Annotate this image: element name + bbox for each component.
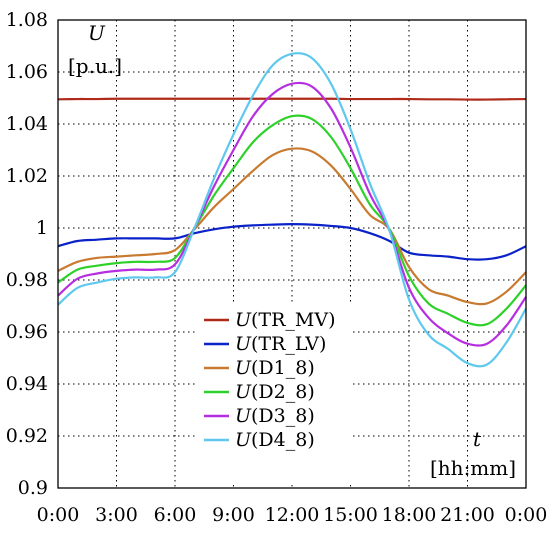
x-axis-label: t: [473, 427, 482, 451]
legend-entry: U(D4_8): [235, 429, 315, 451]
y-tick-label: 0.98: [6, 269, 48, 291]
y-tick-label: 1.04: [6, 113, 48, 135]
y-tick-label: 0.9: [18, 477, 48, 499]
y-axis-label: U: [88, 21, 106, 45]
series-line-tr-mv: [57, 97, 527, 101]
y-tick-label: 0.96: [6, 321, 48, 343]
x-tick-label: 0:00: [505, 504, 548, 526]
series-lines: [57, 52, 527, 368]
series-line-d4-8: [57, 52, 527, 368]
x-tick-label: 12:00: [265, 504, 320, 526]
tick-labels: 0:00 3:00 6:00 9:00 12:00 15:00 18:00 21:00 0:00…: [6, 9, 548, 526]
series-line-d3-8: [57, 81, 527, 347]
y-tick-label: 1.02: [6, 165, 48, 187]
legend-entry: U(D2_8): [235, 381, 315, 403]
legend-entry: U(TR_LV): [235, 333, 326, 355]
legend-entry: U(D1_8): [235, 357, 315, 379]
legend-background: [198, 305, 352, 483]
x-axis-unit: [hh:mm]: [430, 456, 516, 480]
x-tick-label: 18:00: [382, 504, 437, 526]
series-line-d1-8: [57, 147, 527, 306]
y-axis-unit: [p.u.]: [68, 54, 122, 78]
legend-entry: U(TR_MV): [235, 309, 336, 331]
y-tick-label: 1.06: [6, 61, 48, 83]
x-tick-label: 3:00: [95, 504, 138, 526]
y-tick-label: 0.94: [6, 373, 48, 395]
series-line-d2-8: [57, 114, 527, 327]
y-tick-label: 0.92: [6, 425, 48, 447]
x-tick-label: 6:00: [154, 504, 197, 526]
x-tick-label: 21:00: [440, 504, 495, 526]
x-tick-label: 9:00: [212, 504, 255, 526]
x-tick-label: 15:00: [323, 504, 378, 526]
y-tick-label: 1.08: [6, 9, 48, 31]
y-tick-label: 1: [36, 217, 48, 239]
legend-entry: U(D3_8): [235, 405, 315, 427]
legend: U(TR_MV)U(TR_LV)U(D1_8)U(D2_8)U(D3_8)U(D…: [198, 305, 352, 483]
plot-frame: [57, 19, 527, 489]
x-tick-label: 0:00: [37, 504, 80, 526]
series-line-tr-lv: [57, 223, 527, 261]
